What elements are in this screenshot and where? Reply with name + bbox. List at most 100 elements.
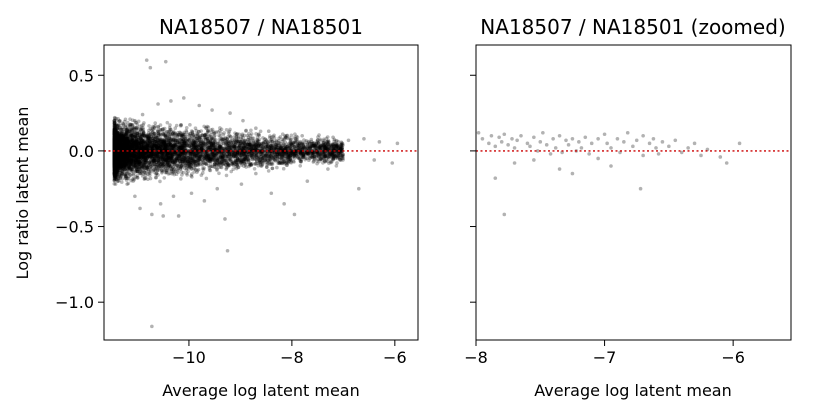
data-point — [112, 145, 117, 149]
data-point — [119, 136, 124, 140]
data-point — [312, 155, 316, 159]
data-point — [188, 165, 192, 169]
data-point — [202, 144, 206, 149]
data-point — [116, 162, 121, 166]
data-point — [123, 136, 127, 141]
data-point — [189, 141, 194, 145]
data-point — [291, 141, 295, 145]
data-point — [250, 136, 254, 141]
data-point — [116, 136, 120, 141]
data-point — [130, 138, 135, 143]
data-point — [117, 154, 121, 158]
data-point — [116, 153, 121, 158]
data-point — [154, 151, 159, 156]
data-point — [112, 166, 117, 170]
data-point — [147, 141, 152, 146]
data-point — [113, 135, 118, 139]
data-point — [275, 152, 280, 157]
data-point — [275, 143, 280, 147]
data-point — [253, 144, 258, 148]
data-point — [112, 147, 117, 151]
data-point — [112, 168, 117, 173]
data-point — [129, 144, 133, 149]
data-point — [172, 144, 177, 149]
data-point — [145, 155, 150, 160]
data-point — [213, 152, 218, 157]
data-point — [112, 131, 117, 136]
data-point — [112, 136, 117, 140]
data-point — [199, 147, 204, 151]
data-point — [276, 146, 281, 150]
data-point — [215, 161, 220, 165]
data-point — [235, 163, 240, 168]
data-point — [190, 147, 195, 152]
data-point — [315, 147, 319, 151]
data-point — [209, 147, 214, 152]
data-point — [251, 136, 256, 141]
data-point — [277, 140, 281, 145]
data-point — [133, 169, 138, 174]
data-point — [145, 154, 150, 159]
data-point — [265, 151, 269, 156]
data-point — [124, 153, 129, 157]
data-point — [131, 153, 135, 158]
data-point — [129, 173, 133, 177]
data-point — [195, 154, 200, 159]
data-point — [158, 127, 163, 132]
data-point — [270, 162, 275, 166]
data-point — [115, 145, 120, 149]
data-point — [139, 140, 144, 145]
data-point — [137, 130, 141, 135]
data-point — [142, 153, 147, 158]
data-point — [159, 148, 164, 153]
data-point — [253, 146, 258, 150]
data-point — [112, 158, 117, 162]
data-point — [173, 161, 178, 165]
data-point — [168, 145, 172, 150]
data-point — [112, 144, 117, 149]
data-point — [221, 133, 226, 137]
data-point — [112, 171, 117, 176]
data-point — [120, 173, 124, 178]
data-point — [337, 157, 342, 162]
data-point — [117, 151, 122, 155]
data-point — [172, 152, 177, 156]
data-point — [308, 155, 312, 160]
data-point — [326, 155, 331, 159]
data-point — [226, 144, 231, 148]
data-point — [157, 155, 162, 160]
data-point — [176, 154, 180, 159]
data-point — [113, 140, 118, 145]
data-point — [112, 154, 117, 159]
data-point — [116, 143, 121, 147]
data-point — [299, 151, 304, 156]
data-point — [246, 160, 251, 164]
data-point — [202, 166, 206, 170]
data-point — [168, 154, 173, 159]
data-point — [255, 139, 260, 143]
data-point — [141, 148, 146, 153]
data-point — [271, 154, 276, 159]
data-point — [124, 146, 129, 150]
data-point — [330, 159, 334, 164]
data-point — [113, 139, 118, 143]
data-point — [206, 159, 210, 164]
data-point — [112, 142, 117, 147]
data-point — [113, 131, 118, 136]
data-point — [158, 138, 163, 143]
data-point — [143, 176, 148, 181]
data-point — [113, 156, 118, 161]
data-point — [123, 137, 127, 142]
data-point — [154, 153, 158, 158]
data-point — [277, 152, 282, 156]
data-point — [135, 154, 140, 159]
data-point — [118, 139, 123, 144]
data-point — [141, 152, 146, 156]
data-point — [237, 155, 242, 160]
data-point — [260, 162, 265, 167]
data-point — [297, 153, 302, 157]
data-point — [114, 173, 119, 177]
data-point — [112, 145, 117, 150]
data-point — [180, 157, 184, 162]
data-point — [225, 160, 230, 165]
